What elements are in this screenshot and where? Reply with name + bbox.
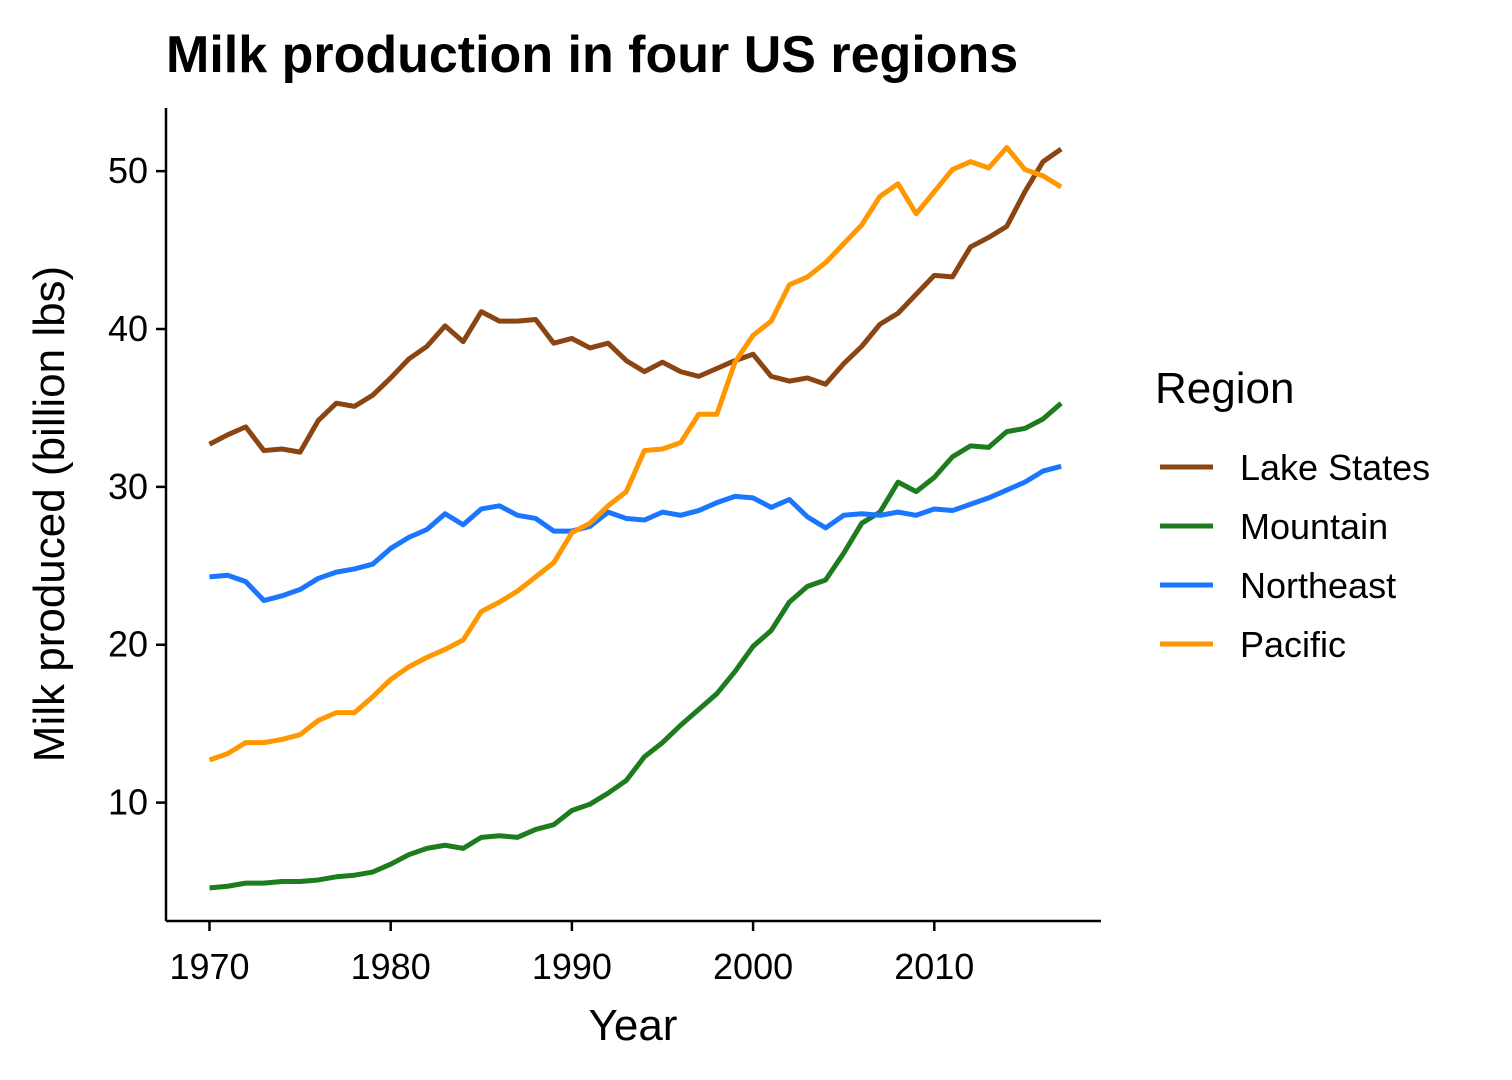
legend-title: Region	[1155, 364, 1294, 413]
x-tick-label: 2000	[713, 946, 793, 987]
legend-label-pacific: Pacific	[1240, 624, 1346, 665]
legend-label-lake-states: Lake States	[1240, 447, 1430, 488]
legend-items: Lake States Mountain Northeast Pacific	[1160, 447, 1430, 665]
x-axis-ticks: 1970 1980 1990 2000 2010	[169, 921, 974, 987]
series-line-mountain	[209, 401, 1063, 891]
legend-label-mountain: Mountain	[1240, 506, 1388, 547]
legend-label-northeast: Northeast	[1240, 565, 1396, 606]
y-tick-label: 30	[108, 466, 148, 507]
series-line-northeast	[209, 463, 1062, 604]
series-layer	[208, 144, 1063, 891]
y-axis-title: Milk produced (billion lbs)	[25, 266, 74, 762]
y-tick-label: 50	[108, 150, 148, 191]
series-line-pacific	[208, 144, 1063, 763]
x-tick-label: 1990	[532, 946, 612, 987]
x-tick-label: 1980	[351, 946, 431, 987]
legend: Region Lake States Mountain Northeast Pacif…	[1155, 364, 1430, 665]
series-line-lake-states	[208, 146, 1063, 455]
y-axis-ticks: 10 20 30 40 50	[108, 150, 166, 823]
x-axis-title: Year	[589, 1001, 678, 1050]
x-tick-label: 2010	[894, 946, 974, 987]
y-tick-label: 10	[108, 782, 148, 823]
x-tick-label: 1970	[169, 946, 249, 987]
y-tick-label: 40	[108, 308, 148, 349]
y-tick-label: 20	[108, 624, 148, 665]
chart-title: Milk production in four US regions	[166, 26, 1018, 84]
